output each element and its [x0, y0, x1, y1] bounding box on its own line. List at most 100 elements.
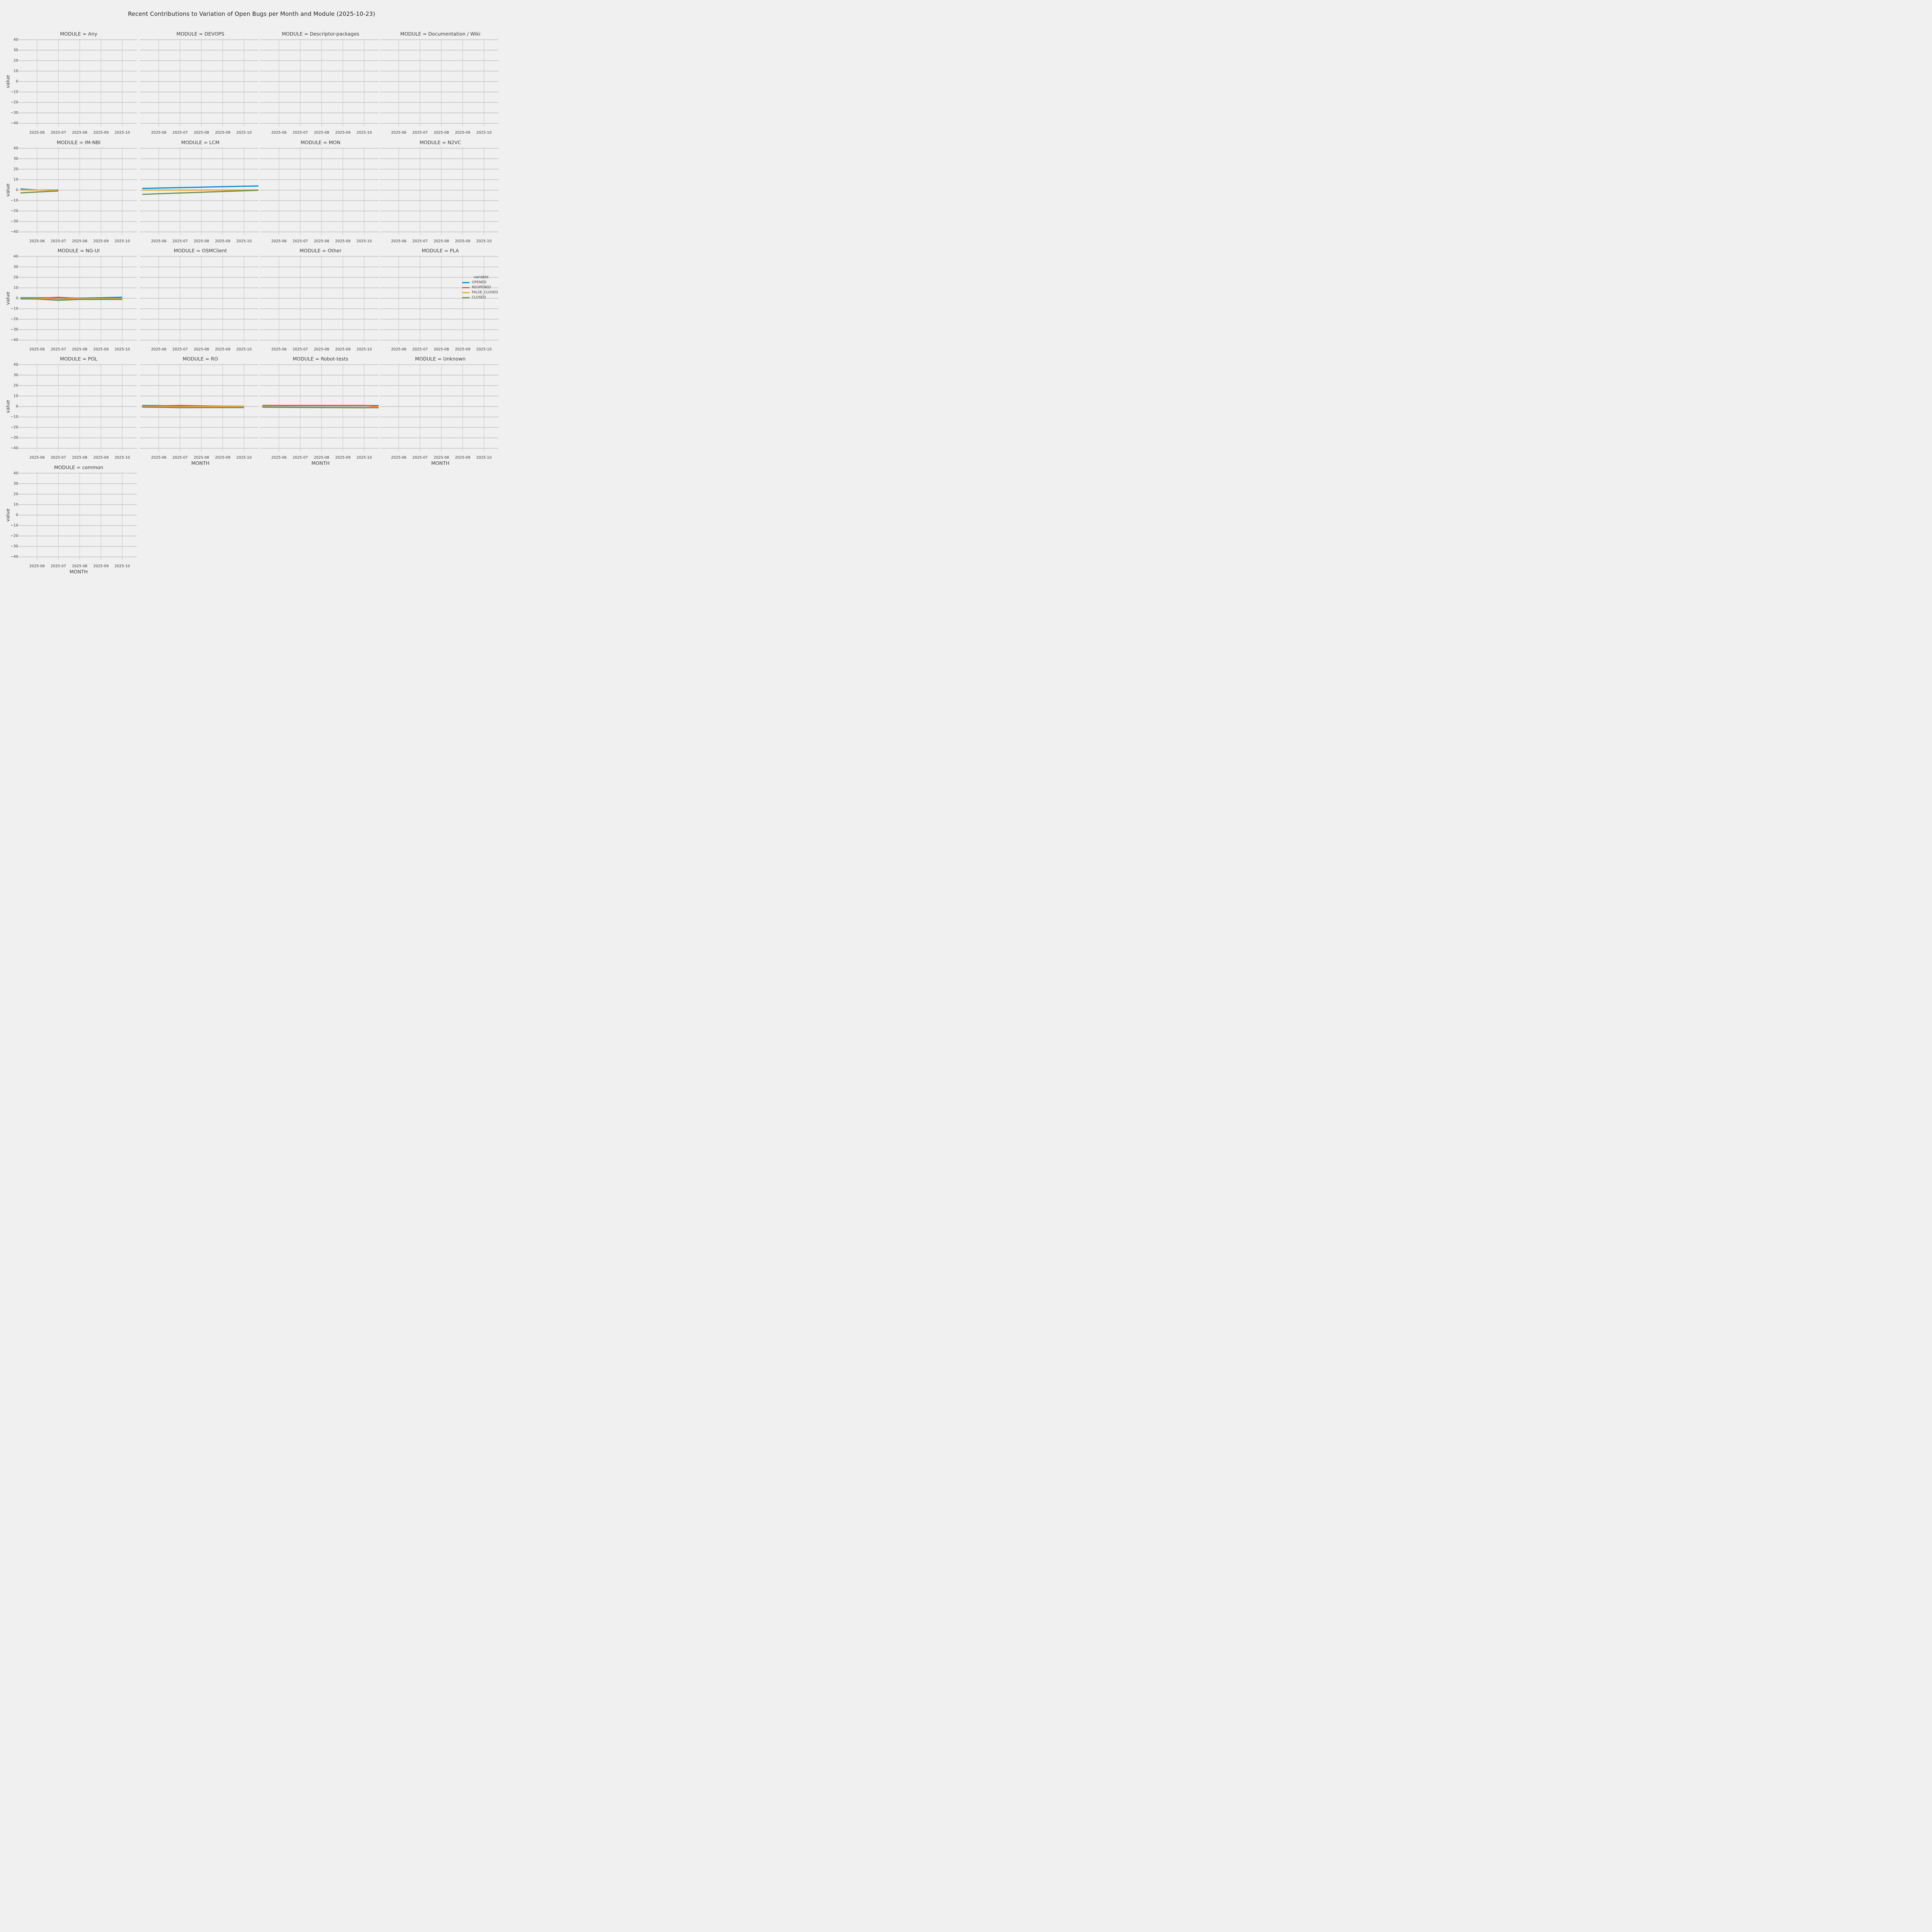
subplot-Any: MODULE = Any 2025-06 2025-07 2025-08 2025-09…	[5, 31, 137, 135]
y-tick-label: 10	[13, 286, 18, 290]
x-tick-label: 2025-07	[51, 239, 66, 243]
subplot-IM-NBI: MODULE = IM-NBI 2025-06 2025-07 2025-08 2025…	[5, 139, 137, 243]
x-tick-label: 2025-06	[271, 456, 287, 460]
y-tick-label: 0	[15, 188, 18, 192]
plot-area	[140, 147, 259, 235]
y-tick-label: −10	[10, 306, 18, 311]
x-tick-label: 2025-09	[93, 564, 109, 568]
series-line-CLOSED	[142, 189, 259, 195]
legend-entry-label: OPENED	[472, 281, 486, 284]
y-axis-label: value	[5, 75, 11, 88]
x-tick-label: 2025-08	[434, 347, 449, 352]
series-line-OPENED	[142, 185, 259, 189]
x-tick-label: 2025-07	[172, 239, 188, 243]
x-tick-label: 2025-09	[215, 239, 231, 243]
x-tick-label: 2025-06	[391, 131, 406, 135]
x-tick-label: 2025-09	[335, 347, 351, 352]
y-tick-label: 40	[13, 254, 18, 259]
legend-entry: REOPENED	[462, 285, 500, 290]
subplot-DEVOPS: MODULE = DEVOPS 2025-06 2025-07 2025-08 2025…	[140, 31, 259, 135]
y-tick-label: −40	[10, 230, 18, 234]
legend-line-swatch-REOPENED	[462, 287, 469, 289]
legend-entries: OPENED REOPENED FALSE_CLOSED CLOSED	[462, 280, 500, 300]
x-tick-label: 2025-10	[476, 239, 492, 243]
x-axis-label: MONTH	[431, 460, 449, 466]
plot-area	[140, 255, 259, 344]
subplot-RO: MODULE = RO 2025-06 2025-07 2025-08 2025-09 2…	[140, 356, 259, 466]
x-tick-label: 2025-08	[434, 131, 449, 135]
x-tick-label: 2025-08	[72, 347, 88, 352]
x-axis-label: MONTH	[311, 460, 330, 466]
x-tick-label: 2025-06	[29, 131, 45, 135]
subplot-Descriptor-packages: MODULE = Descriptor-packages 2025-06 2025-…	[260, 31, 379, 135]
x-tick-label: 2025-10	[476, 456, 492, 460]
plot-area	[140, 364, 259, 452]
x-tick-label: 2025-10	[356, 456, 372, 460]
y-tick-label: 0	[15, 513, 18, 517]
x-tick-label: 2025-08	[72, 239, 88, 243]
x-tick-label: 2025-06	[151, 347, 167, 352]
x-tick-label: 2025-06	[151, 131, 167, 135]
x-tick-label: 2025-07	[412, 131, 428, 135]
x-tick-label: 2025-09	[455, 456, 471, 460]
x-tick-label: 2025-10	[476, 347, 492, 352]
x-tick-label: 2025-07	[412, 456, 428, 460]
y-tick-label: 40	[13, 146, 18, 151]
y-tick-label: 20	[13, 167, 18, 172]
plot-area	[18, 364, 137, 452]
y-tick-label: −40	[10, 121, 18, 126]
subplot-title: MODULE = NG-UI	[57, 248, 100, 253]
subplot-Other: MODULE = Other 2025-06 2025-07 2025-08 2025-…	[260, 248, 379, 352]
x-tick-label: 2025-09	[335, 131, 351, 135]
y-axis-label: value	[5, 291, 11, 305]
series-line-CLOSED	[20, 190, 59, 194]
x-tick-label: 2025-10	[476, 131, 492, 135]
subplot-title: MODULE = common	[54, 464, 104, 470]
x-tick-label: 2025-08	[314, 456, 330, 460]
x-tick-label: 2025-08	[314, 347, 330, 352]
x-tick-label: 2025-09	[215, 456, 231, 460]
subplot-title: MODULE = Descriptor-packages	[282, 31, 359, 37]
x-tick-label: 2025-08	[72, 131, 88, 135]
subplot-title: MODULE = PLA	[422, 248, 459, 253]
y-tick-label: −20	[10, 317, 18, 321]
x-tick-label: 2025-07	[172, 456, 188, 460]
legend: variable OPENED REOPENED FALSE_CLOSED CLOSE…	[462, 275, 500, 300]
x-tick-label: 2025-06	[271, 131, 287, 135]
subplot-NG-UI: MODULE = NG-UI 2025-06 2025-07 2025-08 2025-…	[5, 248, 137, 352]
plot-area	[380, 364, 498, 452]
y-tick-label: 40	[13, 471, 18, 476]
x-tick-label: 2025-07	[51, 564, 66, 568]
subplot-title: MODULE = DEVOPS	[176, 31, 224, 37]
plot-area	[380, 39, 498, 127]
plot-area	[18, 255, 137, 344]
subplot-title: MODULE = POL	[60, 356, 98, 362]
x-tick-label: 2025-06	[29, 456, 45, 460]
figure: Recent Contributions to Variation of Ope…	[0, 0, 503, 580]
subplot-Unknown: MODULE = Unknown 2025-06 2025-07 2025-08 202…	[380, 356, 498, 466]
legend-entry-label: CLOSED	[472, 296, 486, 299]
x-tick-label: 2025-06	[29, 564, 45, 568]
x-tick-label: 2025-10	[356, 131, 372, 135]
x-tick-label: 2025-10	[236, 239, 252, 243]
x-tick-label: 2025-09	[335, 456, 351, 460]
series-line-CLOSED	[20, 298, 122, 301]
y-tick-label: −20	[10, 425, 18, 430]
series-line-REOPENED	[262, 405, 379, 407]
x-tick-label: 2025-08	[434, 239, 449, 243]
x-tick-label: 2025-09	[215, 131, 231, 135]
x-tick-label: 2025-08	[72, 564, 88, 568]
subplot-title: MODULE = IM-NBI	[56, 139, 101, 145]
y-tick-label: −30	[10, 111, 18, 115]
x-tick-label: 2025-06	[271, 239, 287, 243]
series-line-FALSE_CLOSED	[20, 189, 59, 191]
x-tick-label: 2025-08	[194, 239, 209, 243]
x-tick-label: 2025-09	[93, 239, 109, 243]
subplot-title: MODULE = Any	[60, 31, 97, 37]
series-line-FALSE_CLOSED	[142, 406, 244, 408]
x-tick-label: 2025-08	[194, 456, 209, 460]
y-tick-label: −10	[10, 198, 18, 203]
x-tick-label: 2025-10	[356, 347, 372, 352]
subplot-MON: MODULE = MON 2025-06 2025-07 2025-08 2025-09…	[260, 139, 379, 243]
legend-entry-label: FALSE_CLOSED	[472, 291, 498, 294]
